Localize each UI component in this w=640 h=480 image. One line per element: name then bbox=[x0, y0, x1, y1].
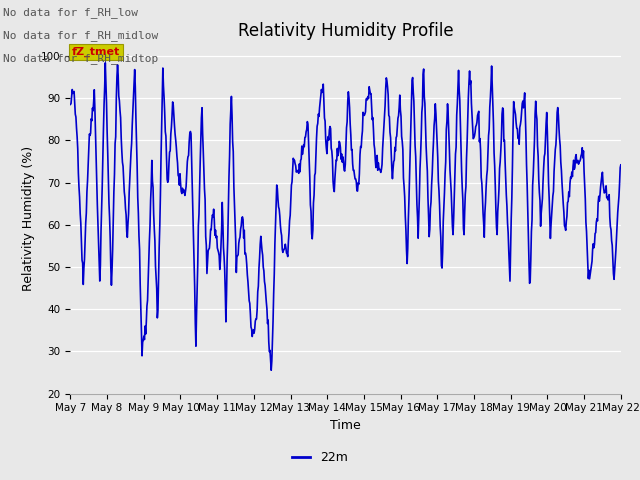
Text: No data for f_RH_low: No data for f_RH_low bbox=[3, 7, 138, 18]
Title: Relativity Humidity Profile: Relativity Humidity Profile bbox=[238, 22, 453, 40]
X-axis label: Time: Time bbox=[330, 419, 361, 432]
Text: No data for f_RH_midlow: No data for f_RH_midlow bbox=[3, 30, 159, 41]
Text: No data for f_RH_midtop: No data for f_RH_midtop bbox=[3, 53, 159, 64]
Y-axis label: Relativity Humidity (%): Relativity Humidity (%) bbox=[22, 146, 35, 291]
Legend: 22m: 22m bbox=[287, 446, 353, 469]
Text: fZ_tmet: fZ_tmet bbox=[72, 47, 120, 57]
